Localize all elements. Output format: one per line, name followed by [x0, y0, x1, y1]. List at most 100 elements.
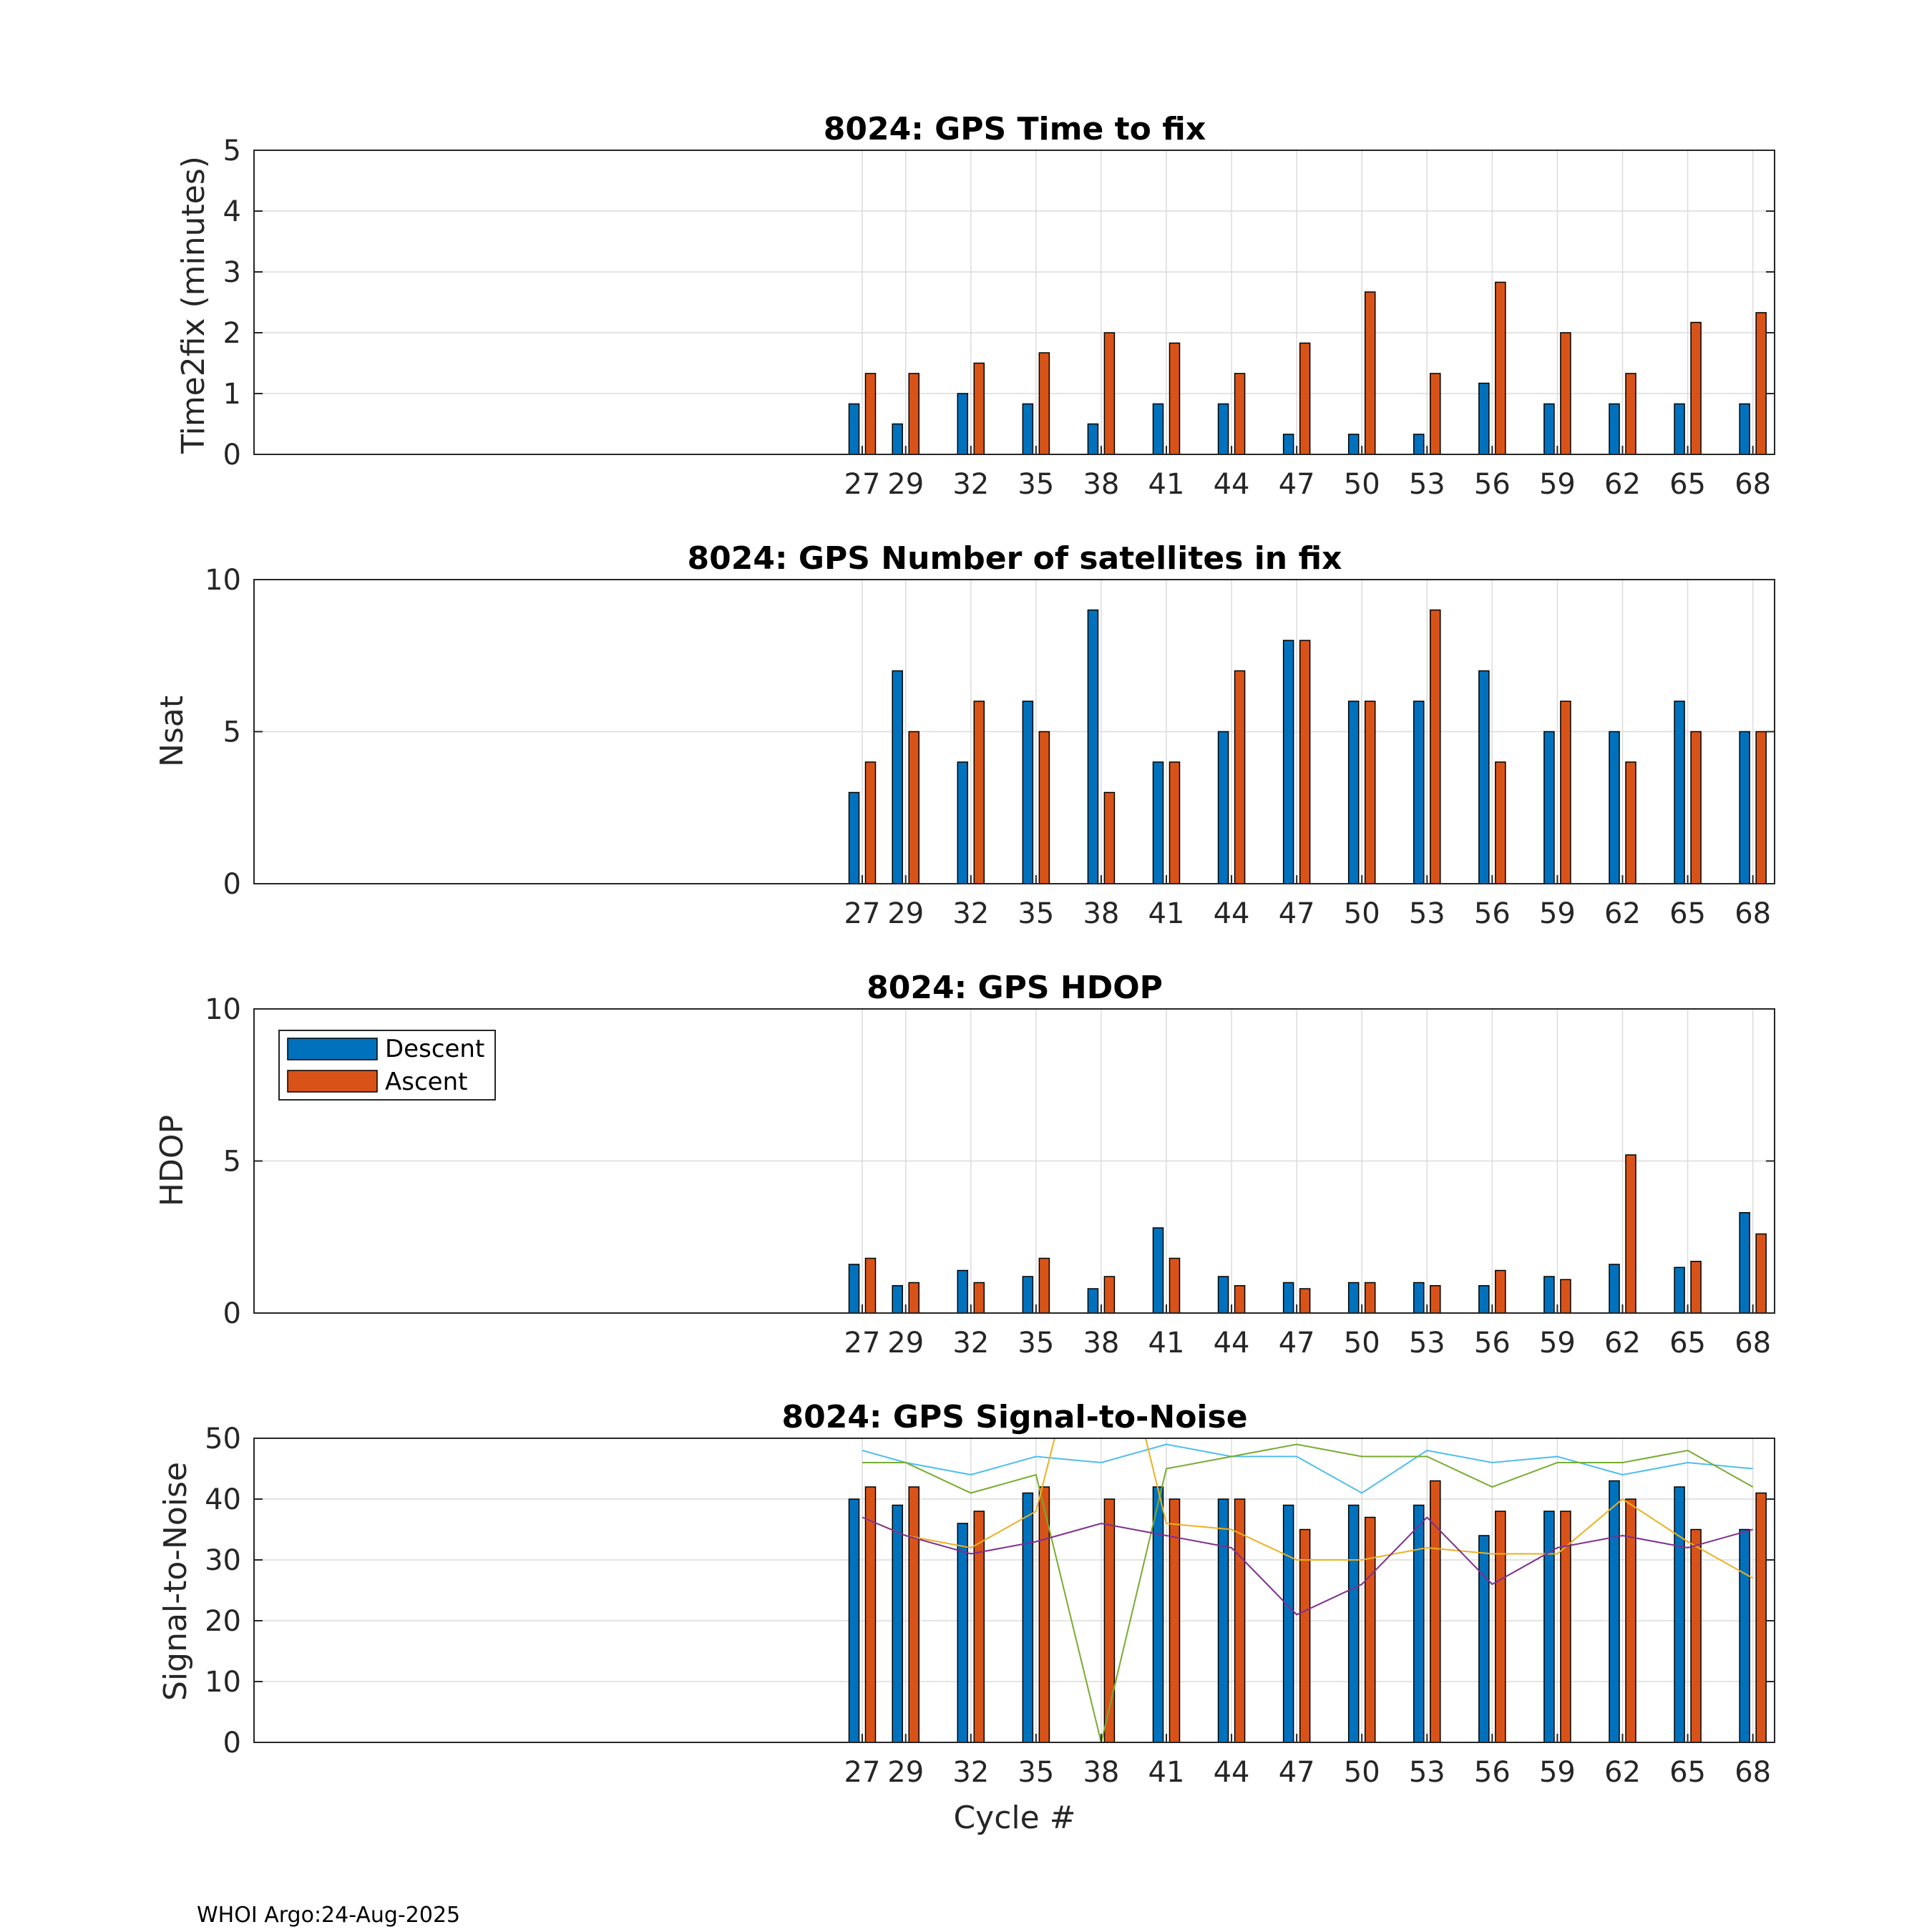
bar-ascent-cycle-56 — [1495, 761, 1506, 884]
bar-descent-cycle-27 — [848, 403, 860, 454]
x-tick-label: 47 — [1279, 897, 1315, 930]
bar-ascent-cycle-29 — [908, 1282, 919, 1313]
x-tick-label: 53 — [1409, 1327, 1445, 1360]
bar-descent-cycle-50 — [1347, 1282, 1360, 1313]
x-tick-label: 62 — [1604, 468, 1641, 501]
y-tick-label: 40 — [205, 1483, 241, 1516]
bar-descent-cycle-68 — [1739, 403, 1750, 454]
y-tick-label: 10 — [205, 993, 241, 1026]
bar-descent-cycle-27 — [848, 1264, 860, 1313]
bar-descent-cycle-41 — [1152, 1486, 1164, 1742]
x-tick-label: 68 — [1735, 468, 1771, 501]
y-axis-label: Nsat — [154, 696, 190, 767]
bar-descent-cycle-47 — [1282, 434, 1294, 454]
x-tick-label: 44 — [1214, 468, 1250, 501]
bar-ascent-cycle-47 — [1299, 1288, 1311, 1313]
bar-ascent-cycle-44 — [1234, 373, 1246, 454]
snr-lines — [862, 1438, 1754, 1742]
x-tick-label: 47 — [1279, 468, 1315, 501]
panel-title: 8024: GPS Number of satellites in fix — [688, 540, 1342, 577]
bar-descent-cycle-35 — [1022, 1492, 1034, 1742]
x-tick-label: 38 — [1083, 897, 1119, 930]
x-tick-label: 53 — [1409, 468, 1445, 501]
x-tick-label: 35 — [1018, 897, 1054, 930]
bar-ascent-cycle-59 — [1560, 1511, 1571, 1742]
bar-descent-cycle-59 — [1543, 1276, 1555, 1313]
bar-ascent-cycle-38 — [1103, 1498, 1116, 1742]
x-tick-label: 56 — [1474, 897, 1511, 930]
x-tick-label: 27 — [844, 1756, 881, 1789]
bar-ascent-cycle-47 — [1299, 1528, 1311, 1742]
x-tick-label: 59 — [1539, 1756, 1576, 1789]
legend: Descent Ascent — [278, 1030, 496, 1101]
bar-descent-cycle-65 — [1674, 1267, 1685, 1313]
bar-ascent-cycle-53 — [1430, 1480, 1441, 1742]
y-tick-label: 0 — [223, 1727, 241, 1760]
x-tick-label: 50 — [1344, 897, 1380, 930]
x-tick-label: 32 — [952, 1756, 989, 1789]
bar-ascent-cycle-59 — [1560, 701, 1571, 884]
bar-descent-cycle-62 — [1609, 1480, 1620, 1742]
bar-descent-cycle-53 — [1413, 1282, 1425, 1313]
x-tick-label: 65 — [1669, 468, 1706, 501]
bar-ascent-cycle-27 — [864, 373, 877, 454]
bar-descent-cycle-65 — [1674, 701, 1685, 884]
bar-ascent-cycle-56 — [1495, 1511, 1506, 1742]
bar-ascent-cycle-47 — [1299, 342, 1311, 454]
bar-ascent-cycle-50 — [1364, 701, 1376, 884]
bar-descent-cycle-35 — [1022, 1276, 1034, 1313]
bar-descent-cycle-32 — [957, 761, 969, 884]
bar-ascent-cycle-38 — [1103, 1276, 1116, 1313]
bar-descent-cycle-35 — [1022, 701, 1034, 884]
bar-ascent-cycle-32 — [973, 362, 985, 454]
x-tick-label: 29 — [887, 1327, 924, 1360]
x-tick-label: 41 — [1148, 897, 1185, 930]
x-tick-label: 38 — [1083, 1756, 1119, 1789]
x-tick-label: 56 — [1474, 1327, 1511, 1360]
panel-nsat: 8024: GPS Number of satellites in fix Ns… — [154, 540, 1775, 930]
bar-descent-cycle-56 — [1478, 670, 1490, 884]
y-tick-label: 0 — [223, 868, 241, 901]
bar-descent-cycle-41 — [1152, 403, 1164, 454]
bar-ascent-cycle-59 — [1560, 332, 1571, 454]
y-tick-label: 0 — [223, 1297, 241, 1330]
bar-ascent-cycle-41 — [1169, 761, 1181, 884]
x-tick-label: 27 — [844, 1327, 881, 1360]
y-axis-label: Signal-to-Noise — [157, 1462, 194, 1701]
x-tick-label: 65 — [1669, 897, 1706, 930]
x-tick-label: 27 — [844, 897, 881, 930]
x-tick-label: 38 — [1083, 1327, 1119, 1360]
bar-ascent-cycle-27 — [864, 761, 877, 884]
bar-descent-cycle-47 — [1282, 640, 1294, 884]
x-tick-label: 44 — [1214, 897, 1250, 930]
bar-descent-cycle-53 — [1413, 701, 1425, 884]
y-axis-label: HDOP — [154, 1115, 190, 1206]
bar-descent-cycle-53 — [1413, 434, 1425, 454]
bar-ascent-cycle-62 — [1625, 373, 1636, 454]
bar-ascent-cycle-65 — [1690, 731, 1702, 884]
bar-ascent-cycle-38 — [1103, 332, 1116, 454]
x-tick-label: 68 — [1735, 897, 1771, 930]
bar-ascent-cycle-41 — [1169, 1498, 1181, 1742]
bar-ascent-cycle-62 — [1625, 1498, 1636, 1742]
y-axis-label: Time2fix (minutes) — [175, 156, 212, 454]
bar-descent-cycle-44 — [1217, 403, 1229, 454]
bar-descent-cycle-44 — [1217, 731, 1229, 884]
bar-descent-cycle-41 — [1152, 761, 1164, 884]
x-axis-label: Cycle # — [953, 1800, 1075, 1836]
x-tick-label: 56 — [1474, 1756, 1511, 1789]
axis-box — [253, 1438, 1775, 1743]
bar-descent-cycle-32 — [957, 1523, 969, 1742]
bar-descent-cycle-59 — [1543, 403, 1555, 454]
bar-ascent-cycle-68 — [1755, 312, 1767, 454]
x-tick-label: 27 — [844, 468, 881, 501]
bar-descent-cycle-35 — [1022, 403, 1034, 454]
bar-descent-cycle-27 — [848, 791, 860, 884]
x-tick-label: 68 — [1735, 1327, 1771, 1360]
y-tick-label: 5 — [223, 716, 241, 749]
legend-swatch-ascent — [287, 1070, 378, 1093]
x-tick-label: 53 — [1409, 1756, 1445, 1789]
x-tick-label: 47 — [1279, 1756, 1315, 1789]
x-tick-label: 38 — [1083, 468, 1119, 501]
